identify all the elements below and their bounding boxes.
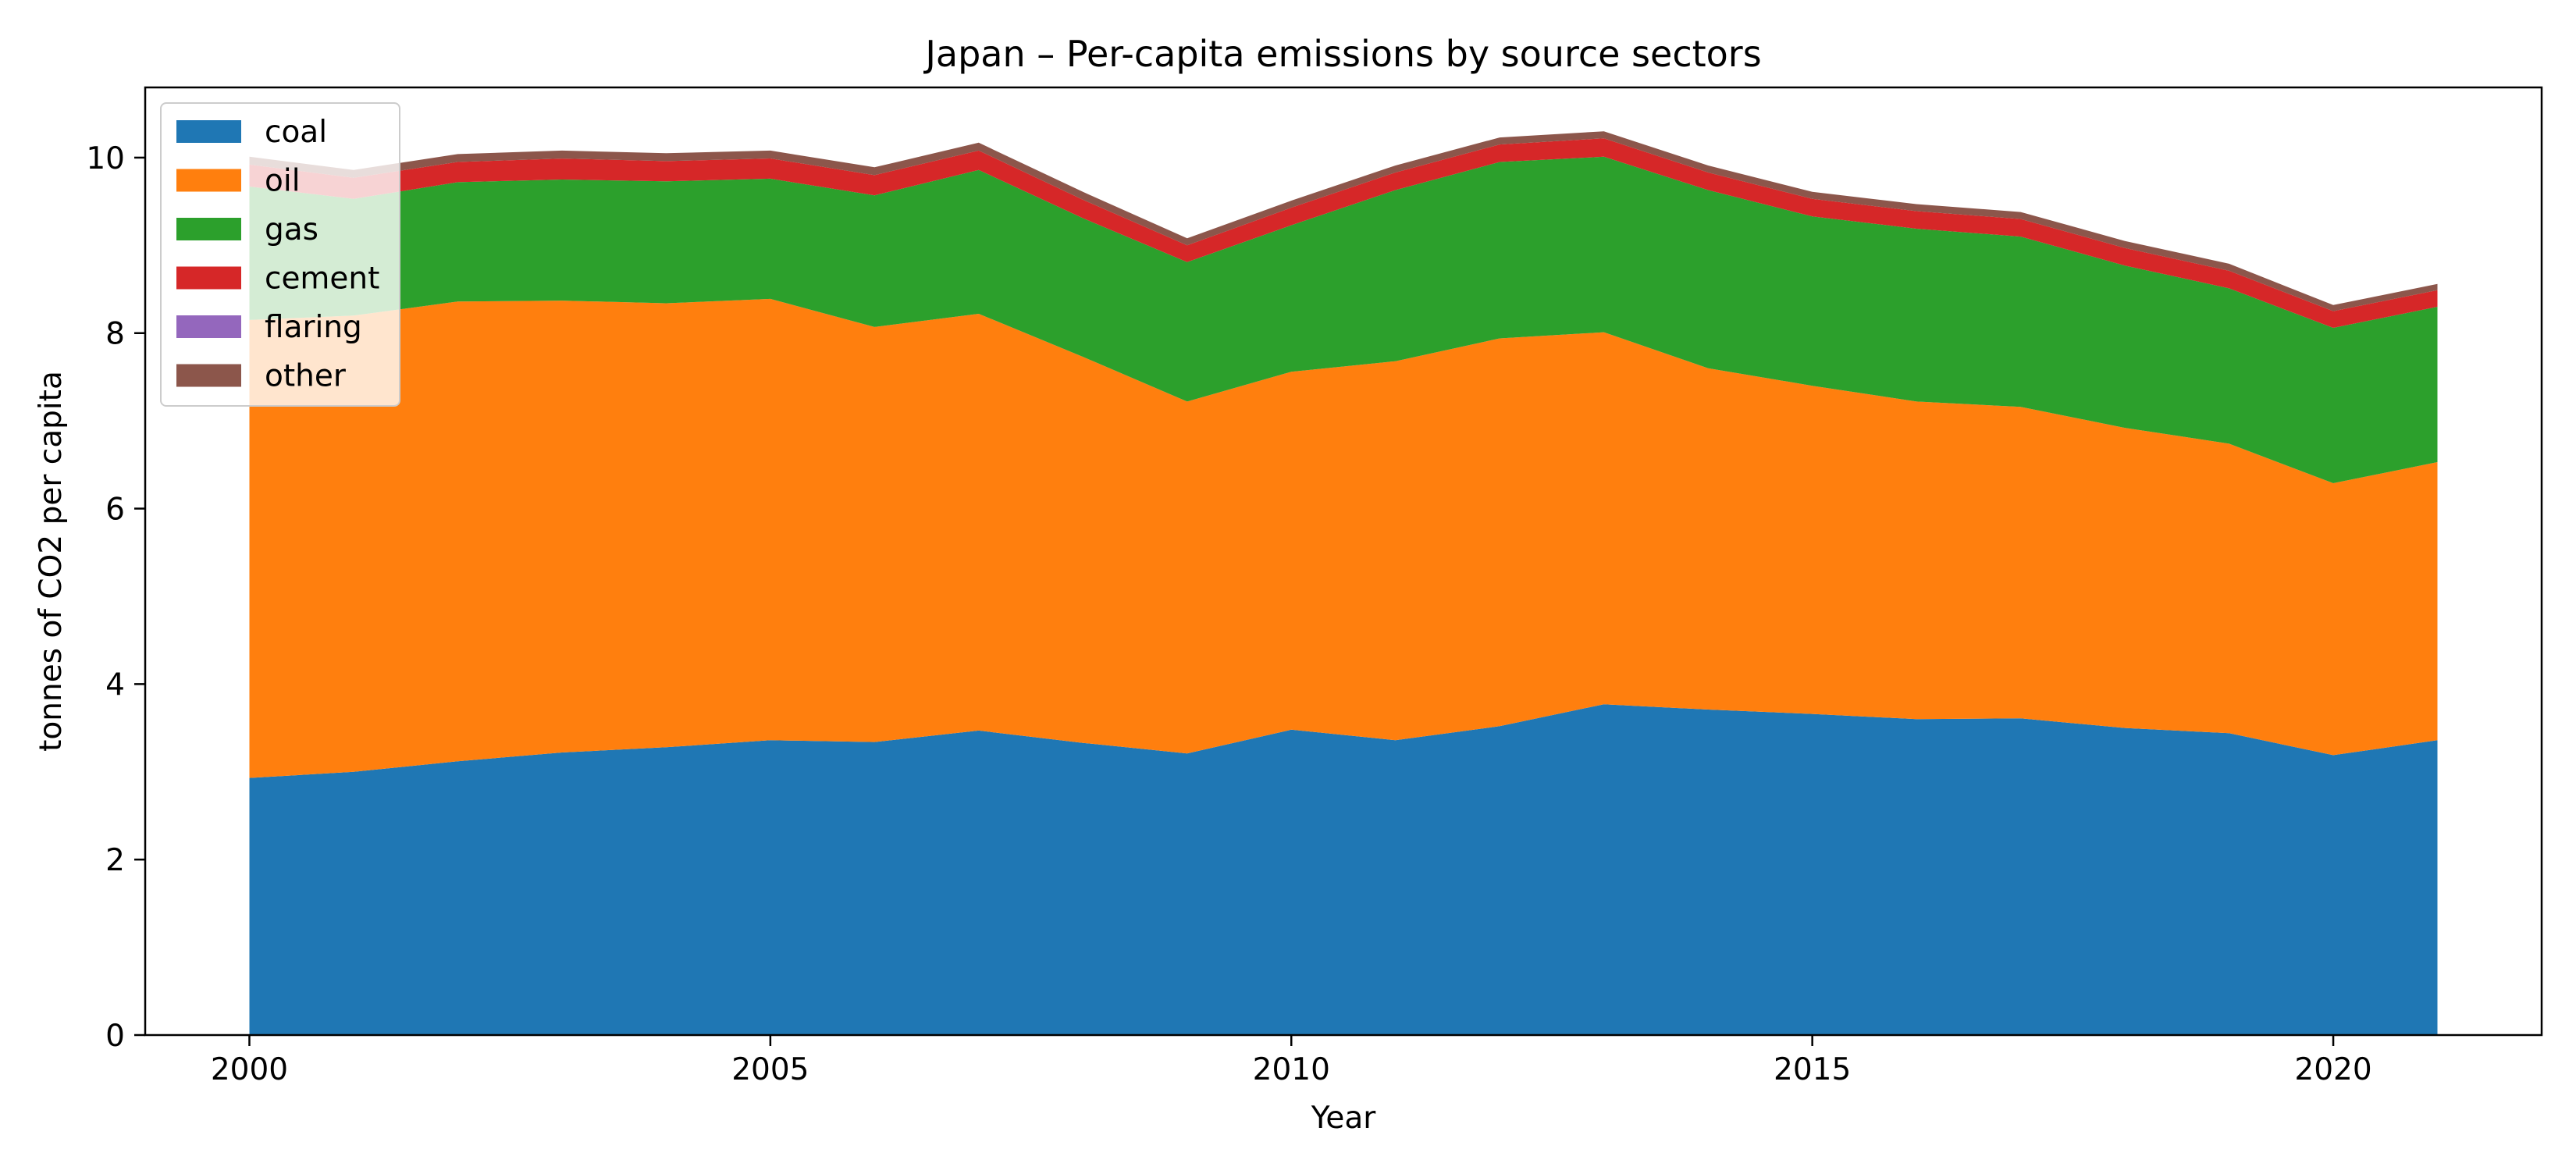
legend-swatch-gas bbox=[176, 218, 241, 240]
x-tick-label: 2000 bbox=[211, 1052, 288, 1087]
legend-swatch-flaring bbox=[176, 315, 241, 338]
y-axis-label: tonnes of CO2 per capita bbox=[34, 371, 69, 752]
y-tick-label: 10 bbox=[86, 141, 125, 176]
y-tick-label: 6 bbox=[105, 493, 125, 528]
area-gas bbox=[249, 156, 2438, 484]
area-oil bbox=[249, 298, 2438, 778]
legend-label-other: other bbox=[265, 359, 347, 394]
ticks-layer: 2000 2005 2010 2015 2020 0 2 4 6 8 10 bbox=[86, 141, 2371, 1087]
legend-label-coal: coal bbox=[265, 115, 327, 150]
legend-swatch-cement bbox=[176, 266, 241, 290]
legend-swatch-oil bbox=[176, 169, 241, 192]
legend-swatch-other bbox=[176, 364, 241, 387]
area-coal bbox=[249, 704, 2438, 1035]
x-tick-label: 2010 bbox=[1253, 1052, 1330, 1087]
x-tick-label: 2020 bbox=[2294, 1052, 2371, 1087]
y-tick-label: 8 bbox=[105, 317, 125, 352]
x-tick-label: 2005 bbox=[731, 1052, 809, 1087]
y-tick-label: 2 bbox=[105, 843, 125, 878]
legend: coal oil gas cement flaring other bbox=[160, 102, 400, 407]
x-tick-label: 2015 bbox=[1774, 1052, 1851, 1087]
y-tick-label: 0 bbox=[105, 1019, 125, 1054]
plot-frame bbox=[144, 86, 2543, 1037]
legend-label-oil: oil bbox=[265, 164, 301, 199]
legend-label-cement: cement bbox=[265, 261, 379, 297]
area-cement bbox=[249, 138, 2438, 328]
x-axis-label: Year bbox=[1311, 1101, 1377, 1136]
areas-layer bbox=[249, 131, 2438, 1035]
y-tick-label: 4 bbox=[105, 667, 125, 703]
chart-title: Japan – Per-capita emissions by source s… bbox=[923, 33, 1761, 75]
legend-label-flaring: flaring bbox=[265, 310, 362, 345]
legend-label-gas: gas bbox=[265, 212, 318, 247]
legend-swatch-coal bbox=[176, 120, 241, 143]
